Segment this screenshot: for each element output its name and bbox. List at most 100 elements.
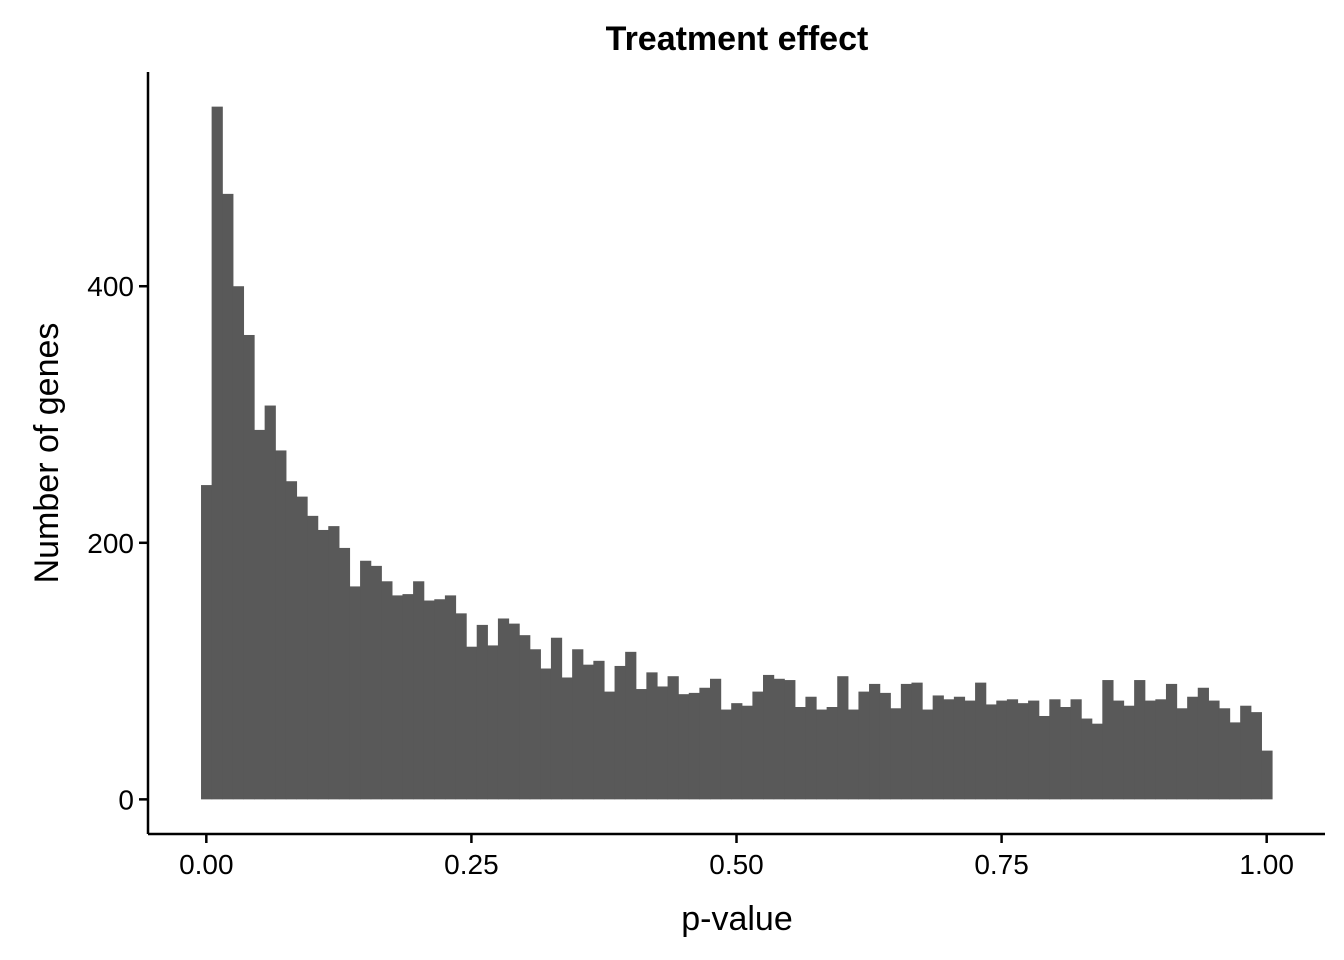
histogram-bar bbox=[349, 586, 361, 800]
x-ticks-group: 0.00 0.25 0.50 0.75 1.00 bbox=[179, 834, 1294, 880]
histogram-bar bbox=[678, 694, 690, 800]
histogram-bar bbox=[307, 515, 319, 800]
histogram-bar bbox=[328, 526, 340, 800]
histogram-bar bbox=[296, 496, 308, 800]
y-axis-label: Number of genes bbox=[28, 323, 66, 584]
histogram-bar bbox=[1197, 687, 1209, 800]
histogram-bar bbox=[911, 682, 923, 800]
histogram-bar bbox=[381, 581, 393, 800]
histogram-bar bbox=[1229, 722, 1241, 800]
histogram-bar bbox=[964, 700, 976, 800]
histogram-bar bbox=[614, 665, 626, 800]
histogram-bar bbox=[890, 708, 902, 800]
histogram-bar bbox=[1091, 723, 1103, 800]
histogram-bar bbox=[211, 106, 223, 800]
x-tick-label: 0.75 bbox=[974, 849, 1029, 880]
histogram-bar bbox=[763, 674, 775, 800]
histogram-bar bbox=[254, 429, 266, 800]
histogram-bar bbox=[582, 664, 594, 800]
histogram-bar bbox=[826, 707, 838, 800]
histogram-bar bbox=[572, 649, 584, 800]
histogram-bar bbox=[985, 704, 997, 800]
histogram-bar bbox=[232, 286, 245, 800]
histogram-bar bbox=[1165, 683, 1178, 800]
histogram-bar bbox=[805, 696, 817, 800]
histogram-bar bbox=[635, 689, 647, 800]
y-tick-label: 400 bbox=[87, 271, 134, 302]
histogram-bar bbox=[720, 709, 732, 800]
histogram-bar bbox=[603, 691, 616, 800]
histogram-bar bbox=[561, 677, 573, 800]
histogram-bar bbox=[529, 649, 541, 800]
histogram-bar bbox=[466, 646, 478, 800]
histogram-bar bbox=[1208, 700, 1220, 800]
histogram-bar bbox=[497, 618, 510, 800]
histogram-bar bbox=[922, 709, 934, 800]
x-tick-label: 0.25 bbox=[444, 849, 499, 880]
histogram-bar bbox=[709, 678, 722, 800]
histogram-bar bbox=[646, 672, 658, 800]
y-tick-label: 200 bbox=[87, 528, 134, 559]
histogram-bar bbox=[879, 692, 891, 800]
histogram-bar bbox=[508, 623, 520, 800]
chart-title: Treatment effect bbox=[606, 20, 869, 58]
x-tick-label: 0.00 bbox=[179, 849, 234, 880]
histogram-bar bbox=[222, 193, 234, 800]
histogram-bar bbox=[519, 635, 531, 800]
histogram-bar bbox=[1006, 699, 1019, 800]
histogram-bar bbox=[1261, 750, 1273, 800]
histogram-bar bbox=[201, 485, 213, 800]
histogram-bar bbox=[423, 600, 435, 800]
histogram-bar bbox=[847, 709, 860, 800]
histogram-bar bbox=[741, 705, 754, 800]
histogram-bar bbox=[752, 691, 764, 800]
histogram-bar bbox=[402, 594, 414, 800]
y-tick-label: 0 bbox=[118, 784, 134, 815]
histogram-bar bbox=[688, 692, 700, 800]
histogram-bar bbox=[1250, 712, 1262, 800]
histogram-bar bbox=[243, 334, 255, 800]
histogram-bar bbox=[1070, 699, 1082, 800]
histogram-bar bbox=[837, 676, 849, 800]
histogram-bar bbox=[360, 560, 372, 800]
histogram-bar bbox=[784, 680, 796, 800]
histogram-bar bbox=[1123, 705, 1135, 800]
histogram-bar bbox=[338, 547, 351, 800]
histogram-bar bbox=[699, 687, 711, 800]
histogram-bar bbox=[1144, 700, 1156, 800]
histogram-bar bbox=[975, 682, 987, 800]
histogram-bar bbox=[455, 613, 467, 800]
histogram-bar bbox=[444, 595, 457, 800]
histogram-bar bbox=[434, 599, 446, 800]
histogram-bar bbox=[317, 529, 329, 800]
histogram-bar bbox=[1038, 715, 1050, 800]
histogram-bar bbox=[794, 707, 807, 800]
histogram-bar bbox=[953, 696, 966, 800]
histogram-bar bbox=[1218, 708, 1231, 800]
histogram-bar bbox=[943, 699, 955, 800]
histogram-bar bbox=[932, 695, 944, 800]
histogram-bar bbox=[487, 645, 499, 800]
histogram-bar bbox=[656, 686, 669, 800]
histogram-bar bbox=[1081, 718, 1093, 800]
histogram-bar bbox=[1059, 707, 1072, 800]
histogram-bar bbox=[996, 700, 1008, 800]
histogram-bar bbox=[1134, 680, 1146, 800]
bars-group bbox=[201, 106, 1273, 800]
histogram-bar bbox=[540, 668, 552, 800]
histogram-bar bbox=[858, 691, 870, 800]
histogram-bar bbox=[391, 595, 404, 800]
histogram-bar bbox=[773, 678, 785, 800]
histogram-bar bbox=[413, 581, 425, 800]
x-tick-label: 0.50 bbox=[709, 849, 764, 880]
histogram-bar bbox=[1028, 700, 1040, 800]
histogram-bar bbox=[625, 651, 637, 800]
histogram-bar bbox=[1017, 703, 1029, 800]
histogram-bar bbox=[1240, 705, 1252, 800]
histogram-bar bbox=[1176, 708, 1188, 800]
histogram-bar bbox=[285, 481, 298, 800]
histogram-bar bbox=[550, 637, 563, 800]
histogram-bar bbox=[1102, 680, 1114, 800]
histogram-bar bbox=[1112, 700, 1125, 800]
